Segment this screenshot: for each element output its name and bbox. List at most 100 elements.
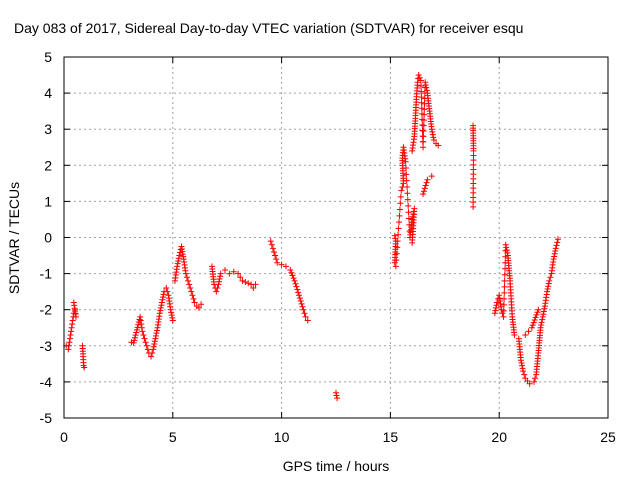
data-point — [420, 122, 427, 129]
data-point — [213, 288, 220, 295]
data-point — [216, 276, 223, 283]
data-point — [150, 346, 157, 353]
x-tick-label: 5 — [169, 429, 177, 445]
data-point — [167, 306, 174, 313]
data-point — [143, 342, 150, 349]
data-point — [396, 212, 403, 219]
y-tick-label: 4 — [44, 85, 52, 101]
data-point — [393, 250, 400, 257]
data-point — [81, 364, 88, 371]
data-point — [304, 317, 311, 324]
data-point — [269, 245, 276, 252]
data-point — [268, 241, 275, 248]
data-point — [394, 238, 401, 245]
data-point — [295, 289, 302, 296]
data-point — [242, 279, 249, 286]
data-point — [521, 371, 528, 378]
data-point — [176, 252, 183, 259]
data-point — [550, 256, 557, 263]
data-point — [535, 306, 542, 313]
data-point — [537, 324, 544, 331]
data-point — [152, 335, 159, 342]
data-point — [492, 304, 499, 311]
data-point — [418, 94, 425, 101]
data-point — [547, 274, 554, 281]
data-point — [298, 300, 305, 307]
data-point — [296, 295, 303, 302]
data-point — [418, 88, 425, 95]
data-point — [418, 83, 425, 90]
data-point — [133, 326, 140, 333]
data-point — [215, 281, 222, 288]
data-point — [393, 257, 400, 264]
y-tick-label: 3 — [44, 121, 52, 137]
data-point — [164, 288, 171, 295]
data-point — [418, 105, 425, 112]
data-point — [139, 328, 146, 335]
data-point — [148, 353, 155, 360]
data-point — [404, 196, 411, 203]
data-point — [504, 249, 511, 256]
data-point — [149, 350, 156, 357]
data-point — [174, 260, 181, 267]
data-point — [500, 301, 507, 308]
data-point — [159, 296, 166, 303]
data-point — [175, 255, 182, 262]
data-point — [391, 259, 398, 266]
data-point — [191, 299, 198, 306]
data-point — [416, 74, 423, 81]
data-point — [217, 270, 224, 277]
data-point — [404, 190, 411, 197]
data-point — [492, 307, 499, 314]
data-point — [131, 334, 138, 341]
data-point — [216, 278, 223, 285]
data-point — [396, 206, 403, 213]
data-point — [157, 304, 164, 311]
data-point — [185, 277, 192, 284]
x-tick-label: 20 — [491, 429, 507, 445]
data-point — [144, 346, 151, 353]
y-tick-label: 0 — [44, 230, 52, 246]
data-point — [539, 313, 546, 320]
data-point — [435, 142, 442, 149]
data-point — [137, 313, 144, 320]
data-point — [151, 338, 158, 345]
data-point — [288, 269, 295, 276]
data-point — [422, 79, 429, 86]
data-point — [186, 281, 193, 288]
data-point — [552, 248, 559, 255]
data-point — [65, 342, 72, 349]
data-point — [409, 239, 416, 246]
data-point — [494, 299, 501, 306]
data-point — [133, 329, 140, 336]
data-point — [396, 219, 403, 226]
data-point — [135, 321, 142, 328]
data-point — [422, 182, 429, 189]
data-point — [183, 274, 190, 281]
data-point — [153, 330, 160, 337]
y-tick-label: 2 — [44, 157, 52, 173]
data-point — [156, 310, 163, 317]
data-point — [532, 375, 539, 382]
data-point — [428, 126, 435, 133]
data-point — [539, 316, 546, 323]
data-point — [540, 311, 547, 318]
data-point — [391, 232, 398, 239]
data-point — [250, 285, 257, 292]
data-point — [188, 288, 195, 295]
y-tick-label: -1 — [40, 266, 53, 282]
data-point — [423, 84, 430, 91]
y-tick-label: 5 — [44, 49, 52, 65]
data-point — [419, 121, 426, 128]
data-point — [532, 314, 539, 321]
x-axis-label: GPS time / hours — [283, 458, 390, 474]
data-point — [544, 285, 551, 292]
y-tick-label: -4 — [40, 374, 53, 390]
data-point — [502, 253, 509, 260]
data-point — [392, 263, 399, 270]
data-point — [138, 324, 145, 331]
data-points — [63, 72, 561, 402]
data-point — [553, 242, 560, 249]
data-point — [272, 252, 279, 259]
